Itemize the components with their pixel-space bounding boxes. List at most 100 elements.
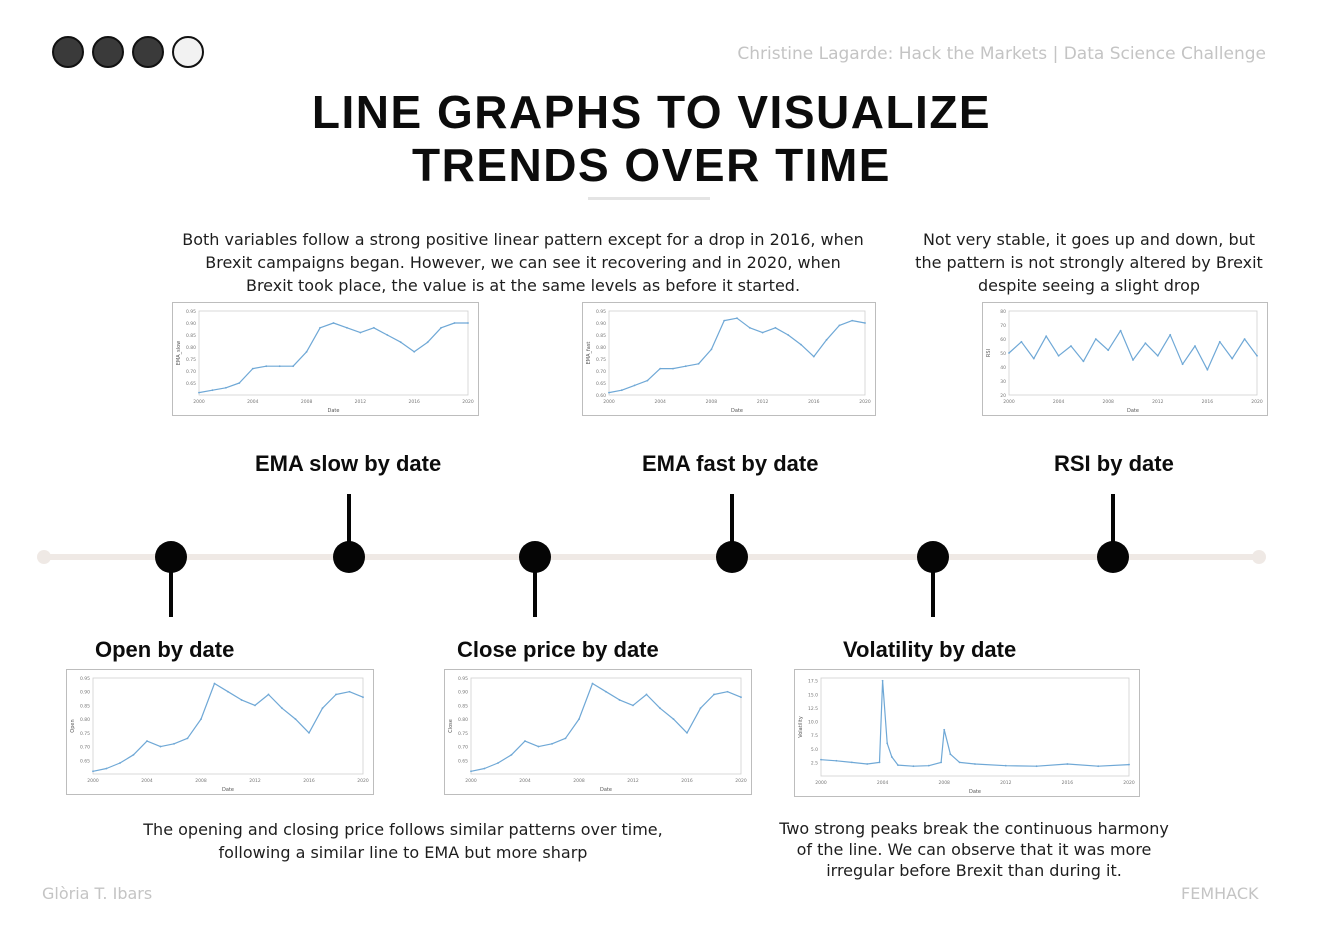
- data-point: [348, 690, 351, 693]
- data-point: [672, 718, 675, 721]
- x-tick-label: 2004: [141, 778, 153, 784]
- data-point: [372, 326, 375, 329]
- label-rsi: RSI by date: [1054, 451, 1174, 476]
- data-point: [940, 761, 943, 764]
- data-point: [346, 326, 348, 329]
- data-point: [399, 341, 402, 344]
- y-axis-label: Volatility: [798, 716, 804, 738]
- data-point: [912, 765, 915, 768]
- x-tick-label: 2000: [193, 399, 205, 405]
- timeline-stem-rsi: [1111, 494, 1115, 554]
- y-tick-label: 0.90: [80, 690, 90, 696]
- data-point: [251, 367, 254, 370]
- series-line: [470, 682, 742, 772]
- plot-area: [470, 677, 742, 775]
- footer-author: Glòria T. Ibars: [42, 884, 153, 903]
- y-tick-label: 0.95: [458, 676, 468, 682]
- data-point: [645, 693, 648, 696]
- data-point: [659, 707, 661, 710]
- data-point: [943, 728, 946, 731]
- data-point: [591, 682, 594, 685]
- plot-area: [820, 677, 1130, 777]
- x-tick-label: 2000: [603, 399, 615, 405]
- y-tick-label: 0.95: [80, 676, 90, 682]
- progress-dot-empty: [172, 36, 204, 68]
- data-point: [440, 326, 442, 329]
- x-tick-label: 2020: [859, 399, 871, 405]
- data-point: [1194, 345, 1196, 347]
- x-tick-label: 2016: [1062, 780, 1074, 786]
- data-point: [748, 326, 751, 329]
- x-tick-label: 2020: [735, 778, 747, 784]
- data-point: [159, 745, 162, 748]
- x-tick-label: 2012: [249, 778, 261, 784]
- data-point: [92, 770, 94, 773]
- y-tick-label: 0.75: [458, 731, 468, 737]
- y-tick-label: 17.5: [808, 679, 818, 685]
- label-ema-fast: EMA fast by date: [642, 451, 819, 476]
- data-point: [851, 319, 854, 322]
- y-tick-label: 0.85: [596, 333, 606, 339]
- data-point: [335, 693, 337, 696]
- page-title: LINE GRAPHS TO VISUALIZE TRENDS OVER TIM…: [0, 86, 1303, 192]
- data-point: [774, 326, 777, 329]
- x-axis-label: Date: [969, 789, 981, 795]
- data-point: [146, 740, 148, 742]
- x-axis-label: Date: [731, 408, 743, 414]
- data-point: [551, 742, 553, 745]
- data-point: [308, 731, 310, 734]
- y-tick-label: 40: [1000, 365, 1006, 371]
- timeline-line: [44, 554, 1260, 560]
- data-point: [265, 365, 268, 368]
- series-line: [92, 682, 364, 772]
- x-axis-label: Date: [328, 408, 340, 414]
- y-tick-label: 0.80: [458, 717, 468, 723]
- title-line-2: TRENDS OVER TIME: [412, 139, 891, 191]
- timeline-start-cap: [37, 550, 51, 564]
- data-point: [227, 690, 229, 693]
- y-tick-label: 0.75: [596, 357, 606, 363]
- data-point: [1082, 360, 1085, 363]
- data-point: [838, 324, 841, 327]
- label-open: Open by date: [95, 637, 235, 662]
- volatility-description: Two strong peaks break the continuous ha…: [779, 819, 1169, 880]
- data-point: [608, 391, 610, 394]
- y-axis-label: RSI: [986, 349, 992, 357]
- series-line: [820, 680, 1130, 767]
- x-tick-label: 2004: [247, 399, 259, 405]
- x-tick-label: 2012: [355, 399, 367, 405]
- x-tick-label: 2008: [706, 399, 718, 405]
- timeline-stem-ema-fast: [730, 494, 734, 554]
- data-point: [359, 331, 362, 334]
- data-point: [362, 696, 364, 699]
- x-tick-label: 2020: [1123, 780, 1135, 786]
- y-tick-label: 0.70: [80, 745, 90, 751]
- data-point: [881, 679, 884, 682]
- data-point: [1045, 335, 1048, 338]
- data-point: [319, 326, 321, 329]
- x-tick-label: 2016: [408, 399, 420, 405]
- header-source: Christine Lagarde: Hack the Markets | Da…: [737, 44, 1266, 64]
- data-point: [497, 762, 499, 764]
- data-point: [1119, 329, 1122, 332]
- y-tick-label: 0.90: [458, 690, 468, 696]
- x-tick-label: 2004: [1053, 399, 1065, 405]
- data-point: [1004, 764, 1007, 767]
- data-point: [1144, 342, 1147, 345]
- y-tick-label: 0.95: [596, 309, 606, 315]
- progress-dots: [52, 36, 204, 68]
- data-point: [321, 707, 324, 710]
- data-point: [426, 341, 429, 344]
- data-point: [866, 763, 869, 765]
- data-point: [510, 753, 513, 756]
- data-point: [864, 322, 866, 324]
- data-point: [225, 386, 227, 389]
- data-point: [1169, 333, 1172, 336]
- close-chart: 0.65 0.70 0.75 0.80 0.85 0.90 0.95 2000 2004 2008…: [444, 669, 752, 795]
- y-tick-label: 0.65: [596, 381, 606, 387]
- x-axis-label: Date: [222, 787, 234, 793]
- open-chart: 0.65 0.70 0.75 0.80 0.85 0.90 0.95 2000 2004 2008…: [66, 669, 374, 795]
- y-tick-label: 60: [1000, 337, 1006, 343]
- data-point: [1218, 340, 1221, 343]
- data-point: [1206, 368, 1209, 371]
